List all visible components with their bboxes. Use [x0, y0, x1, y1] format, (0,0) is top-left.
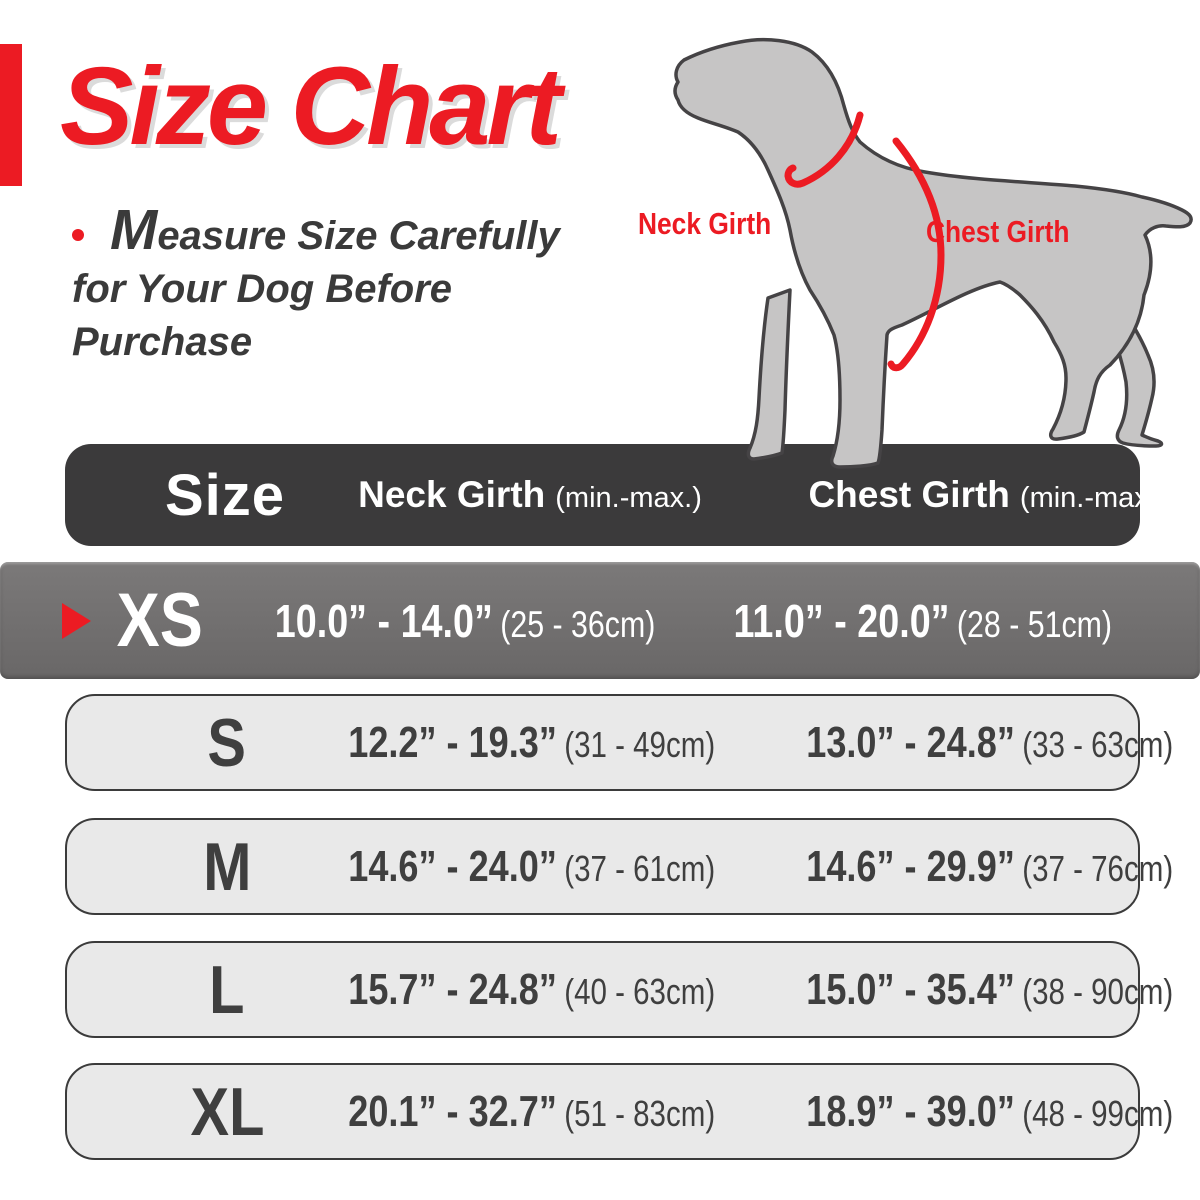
chest-girth-arc	[887, 137, 945, 372]
header-neck-girth: Neck Girth	[358, 474, 546, 515]
chest-cm: (28 - 51cm)	[956, 603, 1112, 645]
chest-cm: (38 - 90cm)	[1022, 970, 1173, 1012]
chest-inches: 15.0” - 35.4”	[806, 964, 1015, 1014]
chest-cm: (48 - 99cm)	[1022, 1092, 1173, 1134]
size-row-xl: XL 20.1” - 32.7” (51 - 83cm) 18.9” - 39.0…	[65, 1063, 1173, 1160]
size-label: S	[207, 704, 247, 781]
measure-note: Measure Size Carefully for Your Dog Befo…	[72, 204, 632, 369]
neck-inches: 20.1” - 32.7”	[348, 1086, 558, 1136]
neck-cm: (25 - 36cm)	[500, 603, 656, 645]
neck-girth-arc	[784, 111, 864, 188]
size-row-xs-highlighted: XS 10.0” - 14.0” (25 - 36cm) 11.0” - 20.0…	[0, 562, 1200, 679]
neck-cm: (37 - 61cm)	[564, 847, 716, 889]
chest-inches: 11.0” - 20.0”	[733, 594, 950, 647]
chest-inches: 18.9” - 39.0”	[806, 1086, 1015, 1136]
chest-inches: 13.0” - 24.8”	[806, 717, 1015, 767]
size-label: L	[209, 951, 245, 1028]
neck-girth-label: Neck Girth	[638, 206, 772, 241]
dog-diagram	[600, 20, 1200, 475]
neck-cm: (40 - 63cm)	[564, 970, 716, 1012]
dog-silhouette-icon	[673, 37, 1193, 469]
note-line: Purchase	[72, 316, 632, 369]
size-label: M	[202, 828, 252, 905]
neck-cm: (31 - 49cm)	[564, 723, 716, 765]
header-size: Size	[164, 462, 286, 528]
table-header-row: Size Neck Girth (min.-max.) Chest Girth (m…	[65, 444, 1167, 546]
chest-girth-label: Chest Girth	[926, 214, 1070, 249]
neck-inches: 10.0” - 14.0”	[274, 594, 493, 647]
size-row-m: M 14.6” - 24.0” (37 - 61cm) 14.6” - 29.9”…	[65, 818, 1173, 915]
neck-inches: 12.2” - 19.3”	[348, 717, 558, 767]
selected-row-arrow-icon	[62, 603, 91, 639]
neck-inches: 14.6” - 24.0”	[348, 841, 558, 891]
page-title: Size Chart	[60, 45, 562, 168]
chest-cm: (37 - 76cm)	[1022, 847, 1173, 889]
chest-cm: (33 - 63cm)	[1022, 723, 1173, 765]
size-label: XS	[116, 578, 204, 663]
header-chest-range-hint: (min.-max.)	[1019, 482, 1167, 514]
note-line: for Your Dog Before	[72, 263, 632, 316]
header-neck-range-hint: (min.-max.)	[555, 482, 702, 514]
size-row-s: S 12.2” - 19.3” (31 - 49cm) 13.0” - 24.8”…	[65, 694, 1173, 791]
size-label: XL	[190, 1073, 264, 1150]
neck-inches: 15.7” - 24.8”	[348, 964, 558, 1014]
note-text: Measure Size Carefully	[110, 199, 560, 262]
bullet-icon	[72, 229, 84, 241]
neck-cm: (51 - 83cm)	[564, 1092, 716, 1134]
note-text: Purchase	[72, 320, 253, 364]
size-row-l: L 15.7” - 24.8” (40 - 63cm) 15.0” - 35.4”…	[65, 941, 1173, 1038]
chest-inches: 14.6” - 29.9”	[806, 841, 1015, 891]
note-text: for Your Dog Before	[72, 267, 453, 311]
note-line: Measure Size Carefully	[72, 204, 632, 263]
title-accent-bar	[0, 44, 22, 186]
header-chest-girth: Chest Girth	[808, 474, 1010, 515]
